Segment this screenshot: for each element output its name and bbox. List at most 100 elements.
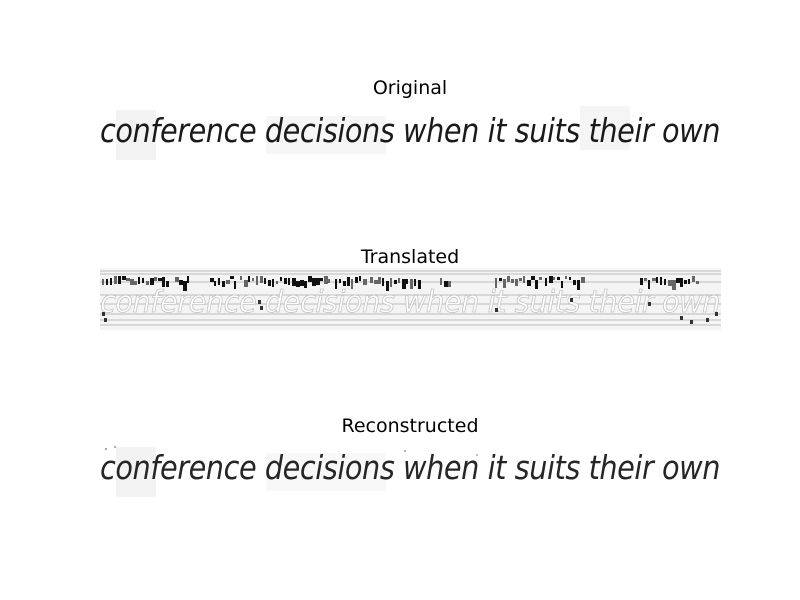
noise-speck	[268, 280, 271, 286]
noise-speck	[640, 278, 643, 285]
noise-speck	[280, 277, 282, 281]
noise-speck	[214, 281, 216, 286]
noise-speck	[444, 281, 448, 287]
noise-speck	[648, 302, 651, 306]
noise-speck	[410, 279, 413, 289]
noise-speck	[503, 279, 506, 288]
noise-speck	[347, 277, 350, 286]
noise-speck	[706, 318, 709, 322]
noise-speck	[226, 280, 230, 284]
noise-speck	[660, 277, 662, 285]
noise-speck	[382, 278, 384, 286]
noise-speck	[126, 278, 130, 281]
noise-speck	[106, 279, 108, 285]
noise-speck	[179, 280, 183, 285]
translated-noise-svg: conference decisions when it suits their…	[100, 268, 721, 330]
noise-speck	[577, 280, 580, 290]
noise-speck	[146, 281, 149, 285]
noise-speck	[495, 308, 498, 312]
noise-speck	[110, 278, 112, 285]
noise-speck	[343, 281, 346, 286]
noise-speck	[272, 279, 274, 287]
noise-speck	[158, 278, 162, 281]
noise-speck	[324, 276, 328, 284]
noise-speck	[565, 276, 567, 279]
translated-noisy-image: conference decisions when it suits their…	[100, 268, 721, 330]
noise-speck	[523, 276, 525, 283]
noise-speck	[495, 278, 497, 288]
noise-speck	[256, 276, 258, 285]
noise-speck	[668, 280, 672, 286]
noise-speck	[134, 281, 137, 285]
noise-speck	[122, 276, 126, 280]
noise-speck	[398, 278, 400, 283]
noise-speck	[664, 279, 666, 285]
panel-title-translated: Translated	[360, 246, 460, 268]
noise-speck	[359, 276, 361, 281]
noise-speck	[260, 306, 263, 310]
noise-speck	[118, 276, 121, 284]
noise-speck	[102, 279, 104, 285]
noise-speck	[570, 298, 573, 302]
noise-speck	[142, 278, 144, 283]
noise-speck	[351, 279, 353, 289]
noise-speck	[304, 281, 307, 288]
noise-speck	[676, 278, 680, 283]
noise-speck	[312, 278, 316, 286]
noise-speck	[406, 279, 408, 284]
noise-speck	[680, 278, 683, 287]
noise-speck	[535, 280, 538, 289]
noise-speck	[390, 278, 392, 287]
reconstructed-handwriting-image: conference decisions when it suits their…	[100, 441, 721, 498]
noise-speck	[696, 281, 699, 284]
noise-speck	[166, 281, 169, 287]
noise-speck	[104, 318, 107, 322]
noise-speck	[414, 279, 416, 286]
noise-speck	[684, 280, 687, 284]
reconstructed-handwriting-svg: conference decisions when it suits their…	[100, 441, 721, 498]
noise-speck	[335, 279, 337, 289]
noise-speck	[378, 277, 381, 284]
noise-speck	[499, 278, 502, 281]
noise-speck	[260, 276, 263, 283]
noise-speck	[715, 312, 718, 316]
noise-speck	[264, 278, 266, 284]
noise-speck	[363, 279, 367, 285]
noise-speck	[328, 279, 330, 283]
noise-speck	[218, 278, 220, 285]
noise-speck	[187, 276, 189, 283]
original-text: conference decisions when it suits their…	[100, 111, 720, 150]
noise-speck	[531, 276, 535, 280]
panel-title-original: Original	[372, 77, 448, 99]
noise-speck	[252, 278, 254, 281]
noise-speck	[519, 278, 522, 281]
noise-speck	[175, 277, 179, 282]
noise-speck	[230, 276, 234, 279]
noise-speck	[162, 277, 165, 287]
noise-speck	[511, 279, 514, 283]
noise-speck	[244, 280, 248, 287]
noise-speck	[672, 280, 676, 290]
noise-speck	[210, 278, 214, 282]
noise-speck	[102, 312, 105, 316]
noise-speck	[258, 300, 261, 304]
noise-speck	[296, 281, 300, 287]
noise-speck	[545, 278, 547, 286]
noise-speck	[573, 280, 576, 285]
noise-speck	[644, 278, 647, 281]
noise-speck	[292, 278, 296, 286]
noise-speck	[308, 276, 312, 282]
noise-speck	[316, 278, 320, 285]
noise-speck	[130, 279, 134, 285]
noise-speck	[183, 281, 187, 291]
noise-speck	[234, 281, 236, 289]
noise-speck	[222, 281, 225, 287]
noise-speck	[656, 277, 658, 283]
noise-speck	[527, 280, 531, 286]
noise-speck	[553, 277, 555, 280]
noise-speck	[288, 278, 290, 285]
noise-speck	[284, 278, 287, 284]
noise-speck	[154, 277, 157, 281]
panel-title-reconstructed: Reconstructed	[341, 415, 479, 437]
